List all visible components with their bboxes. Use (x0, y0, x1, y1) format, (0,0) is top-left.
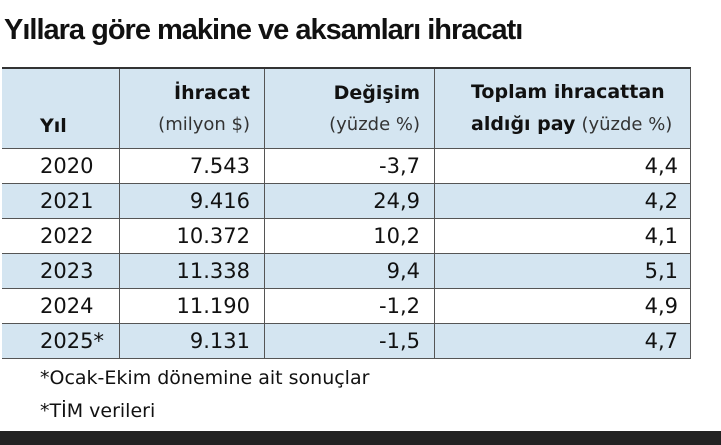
header-label: Yıl (40, 115, 67, 137)
header-cell: Değişim (yüzde %) (265, 69, 435, 148)
table-cell: -3,7 (265, 149, 435, 183)
bottom-bar (0, 431, 721, 445)
table-row: 2021 9.416 24,9 4,2 (2, 184, 690, 219)
header-cell: Toplam ihracattan aldığı pay (yüzde %) (435, 69, 690, 148)
table-cell: 4,1 (644, 224, 678, 248)
table-row: 2022 10.372 10,2 4,1 (2, 219, 690, 254)
table-cell: 2021 (2, 184, 120, 218)
header-unit: (yüzde %) (329, 113, 420, 135)
header-label: İhracat (174, 81, 250, 104)
table-cell: 2024 (2, 289, 120, 323)
table-cell: 4,2 (644, 189, 678, 213)
table-cell: 9.416 (120, 184, 265, 218)
table-cell: 2020 (2, 149, 120, 183)
table-cell: 10,2 (265, 219, 435, 253)
header-unit: (milyon $) (158, 113, 250, 135)
header-line: aldığı pay (yüzde %) (471, 108, 672, 141)
footnotes: *Ocak-Ekim dönemine ait sonuçlar *TİM ver… (2, 358, 690, 428)
table-cell: 2025* (2, 324, 120, 358)
table-cell: 4,9 (644, 294, 678, 318)
table-cell: 2022 (2, 219, 120, 253)
table-cell: 11.338 (120, 254, 265, 288)
table-cell: -1,5 (265, 324, 435, 358)
table-row: 2020 7.543 -3,7 4,4 (2, 149, 690, 184)
table-cell: 2023 (2, 254, 120, 288)
header-label: Değişim (333, 81, 420, 104)
table-cell: 10.372 (120, 219, 265, 253)
table-cell: 4,4 (644, 154, 678, 178)
table-cell: -1,2 (265, 289, 435, 323)
footnote: *TİM verileri (40, 400, 156, 422)
header-cell: Yıl (2, 69, 120, 148)
table-cell: 11.190 (120, 289, 265, 323)
table-cell: 24,9 (265, 184, 435, 218)
header-unit: (yüzde %) (581, 114, 673, 135)
table-row: 2023 11.338 9,4 5,1 (2, 254, 690, 289)
table: Yıl İhracat (milyon $) Değişim (yüzde %) Topl… (2, 67, 691, 359)
table-row: 2025* 9.131 -1,5 4,7 (2, 324, 690, 359)
table-cell: 5,1 (644, 259, 678, 283)
footnote: *Ocak-Ekim dönemine ait sonuçlar (40, 367, 370, 389)
header-row: Yıl İhracat (milyon $) Değişim (yüzde %) Topl… (2, 69, 690, 149)
table-cell: 4,7 (644, 329, 678, 353)
header-label: Toplam ihracattan (471, 81, 665, 103)
header-cell: İhracat (milyon $) (120, 69, 265, 148)
header-label: aldığı pay (471, 113, 576, 135)
table-cell: 9,4 (265, 254, 435, 288)
table-cell: 7.543 (120, 149, 265, 183)
table-cell: 9.131 (120, 324, 265, 358)
table-row: 2024 11.190 -1,2 4,9 (2, 289, 690, 324)
title: Yıllara göre makine ve aksamları ihracat… (4, 14, 523, 46)
